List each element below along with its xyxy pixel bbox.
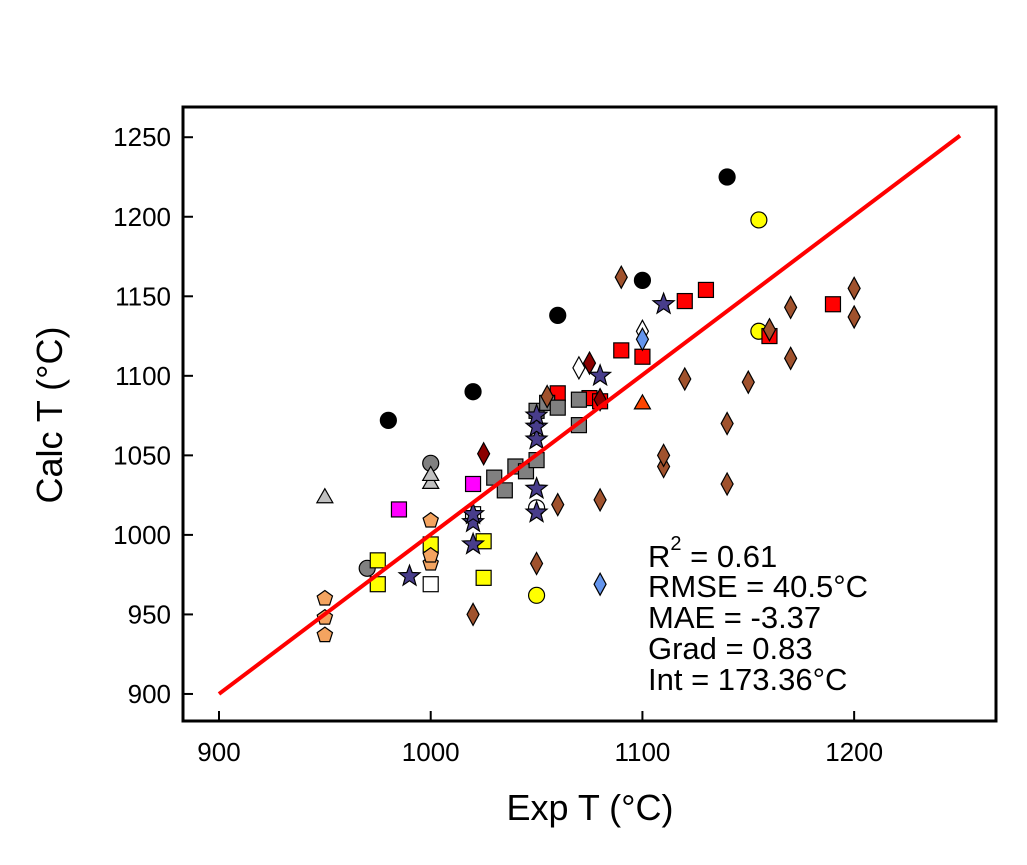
stats-r2-value: = 0.61 [682, 539, 778, 574]
stats-rmse: RMSE = 40.5°C [648, 569, 868, 604]
x-tick-label: 1100 [614, 737, 670, 767]
data-point-star [524, 426, 549, 450]
data-point-star [524, 476, 549, 500]
stats-r2: R2 = 0.61 [648, 533, 777, 574]
data-point-star [524, 402, 549, 426]
data-point-diamond [762, 317, 777, 342]
stats-annotation: R2 = 0.61 RMSE = 40.5°C MAE = -3.37 Grad… [648, 533, 868, 697]
data-point-square [824, 296, 842, 313]
data-point-square [496, 482, 513, 499]
y-tick-label: 1150 [115, 281, 171, 311]
data-point-diamond [847, 304, 861, 330]
data-point-triangle [633, 393, 652, 410]
data-point-square [613, 342, 630, 359]
stats-r2-sup: 2 [670, 533, 681, 555]
x-tick-label: 1200 [825, 737, 883, 767]
data-point-circle [750, 211, 768, 229]
y-tick-label: 950 [128, 599, 171, 629]
data-point-circle [549, 306, 567, 324]
y-tick-label: 1250 [113, 122, 171, 152]
stats-r2-base: R [648, 539, 670, 574]
data-point-diamond [572, 355, 586, 381]
data-point-star [587, 363, 613, 387]
y-tick-label: 1050 [113, 440, 171, 470]
y-axis-title: Calc T (°C) [29, 326, 70, 503]
data-point-square [676, 292, 693, 310]
data-point-diamond [635, 326, 650, 352]
data-point-square [369, 552, 386, 569]
data-points [315, 168, 861, 643]
data-point-square [464, 475, 482, 493]
data-point-diamond [678, 366, 692, 392]
regression-line [217, 134, 962, 696]
data-point-circle [379, 411, 397, 429]
data-point-star [460, 509, 486, 533]
data-point-star [460, 531, 486, 555]
data-point-circle [718, 168, 736, 186]
data-point-diamond [720, 471, 734, 497]
data-point-diamond [783, 295, 798, 320]
data-point-pentagon [316, 626, 334, 643]
data-point-diamond [720, 411, 734, 436]
data-point-star [524, 499, 549, 523]
y-tick-label: 1000 [113, 520, 171, 550]
data-point-diamond [551, 492, 565, 517]
data-point-diamond [614, 264, 628, 290]
y-tick-label: 900 [128, 679, 171, 709]
data-point-circle [633, 271, 652, 289]
stats-mae: MAE = -3.37 [648, 600, 821, 635]
data-point-diamond [593, 571, 607, 597]
data-point-diamond [783, 346, 798, 371]
data-point-diamond [540, 384, 554, 409]
data-point-star [524, 413, 549, 438]
data-point-diamond [476, 441, 491, 467]
data-point-triangle [421, 465, 440, 482]
data-point-diamond [656, 443, 671, 468]
data-point-pentagon [422, 511, 440, 528]
y-axis-ticks: 900 950 1000 1050 1100 1150 1200 1250 [113, 122, 193, 709]
data-point-circle [527, 586, 546, 604]
data-point-diamond [582, 350, 597, 376]
data-point-square [475, 569, 492, 586]
data-point-diamond [741, 369, 755, 395]
data-point-square [697, 281, 715, 299]
plot-frame [181, 105, 998, 723]
data-point-diamond [529, 551, 544, 576]
x-axis-title: Exp T (°C) [506, 787, 673, 828]
data-point-square [570, 391, 588, 408]
data-point-triangle [315, 487, 334, 504]
y-tick-label: 1100 [115, 361, 171, 391]
data-point-diamond [593, 487, 607, 513]
x-tick-label: 900 [197, 737, 240, 767]
data-point-diamond [847, 276, 861, 301]
data-point-circle [464, 383, 482, 401]
data-point-star [397, 563, 422, 587]
data-point-pentagon [316, 589, 334, 606]
data-point-star [651, 291, 676, 315]
data-point-diamond [466, 602, 480, 627]
x-tick-label: 1000 [402, 737, 460, 767]
x-axis-ticks: 900 1000 1100 1200 [197, 711, 883, 767]
data-point-square [390, 501, 408, 518]
data-point-triangle [421, 473, 440, 489]
stats-grad: Grad = 0.83 [648, 631, 813, 666]
stats-int: Int = 173.36°C [648, 662, 847, 697]
data-point-square [549, 399, 566, 416]
data-point-square [422, 576, 439, 593]
data-point-pentagon [422, 546, 440, 563]
y-tick-label: 1200 [113, 202, 171, 232]
